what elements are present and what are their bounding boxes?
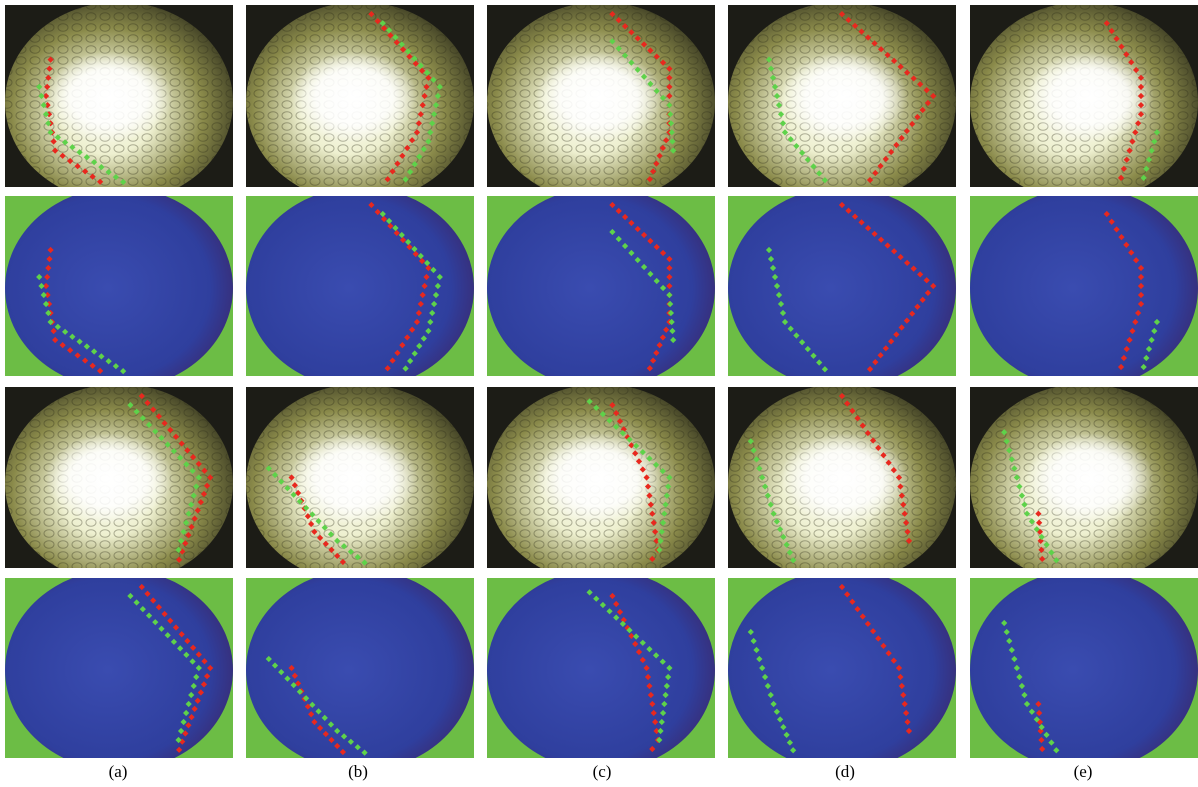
tile-content	[970, 569, 1198, 771]
image-tile	[246, 384, 474, 583]
tile-content	[246, 2, 474, 202]
tile-content	[487, 569, 715, 771]
image-tile	[246, 2, 474, 202]
tile-content	[728, 187, 956, 389]
image-tile	[728, 384, 956, 583]
photo-glare	[780, 433, 908, 524]
panel-label: (c)	[593, 762, 612, 781]
tile-content	[5, 384, 233, 583]
photo-glare	[290, 433, 418, 524]
tile-content	[5, 569, 233, 771]
blue-dish	[5, 187, 233, 389]
photo-glare	[1026, 433, 1154, 524]
tile-content	[970, 384, 1198, 583]
tile-content	[970, 2, 1198, 202]
image-tile	[487, 384, 715, 583]
tile-content	[246, 384, 474, 583]
tile-content	[970, 187, 1198, 389]
blue-dish	[246, 569, 474, 771]
tile-content	[5, 187, 233, 389]
tile-content	[728, 384, 956, 583]
image-tile	[970, 569, 1198, 771]
image-tile	[487, 2, 715, 202]
panel-label: (b)	[348, 762, 368, 781]
photo-glare	[535, 433, 663, 524]
image-tile	[970, 384, 1198, 583]
tile-content	[487, 384, 715, 583]
image-tile	[970, 2, 1198, 202]
image-tile	[487, 569, 715, 771]
photo-glare	[45, 52, 173, 143]
panel-label: (d)	[835, 762, 855, 781]
tile-content	[487, 2, 715, 202]
image-tile	[487, 187, 715, 389]
tile-content	[728, 2, 956, 202]
image-tile	[246, 569, 474, 771]
tile-content	[246, 569, 474, 771]
photo-glare	[1026, 52, 1154, 143]
image-tile	[5, 384, 233, 583]
tile-content	[5, 2, 233, 202]
photo-glare	[290, 52, 418, 143]
image-tile	[5, 187, 233, 389]
blue-dish	[246, 187, 474, 389]
photo-glare	[780, 52, 908, 143]
tile-content	[728, 569, 956, 771]
panel-labels: (a) (b) (c) (d) (e)	[109, 762, 1093, 781]
blue-dish	[487, 569, 715, 771]
figure: (a) (b) (c) (d) (e)	[0, 0, 1198, 787]
page: {"panel_labels": ["(a)", "(b)", "(c)", "…	[0, 0, 1198, 787]
tile-content	[487, 187, 715, 389]
blue-dish	[970, 569, 1198, 771]
tile-content	[246, 187, 474, 389]
image-tile	[246, 187, 474, 389]
image-tile	[728, 187, 956, 389]
panel-label: (e)	[1074, 762, 1093, 781]
photo-glare	[45, 433, 173, 524]
photo-glare	[535, 52, 663, 143]
image-tile	[5, 569, 233, 771]
blue-dish	[728, 187, 956, 389]
panel-label: (a)	[109, 762, 128, 781]
image-tile	[728, 2, 956, 202]
image-tile	[970, 187, 1198, 389]
image-tile	[5, 2, 233, 202]
blue-dish	[487, 187, 715, 389]
image-tile	[728, 569, 956, 771]
blue-dish	[970, 187, 1198, 389]
image-grid	[5, 2, 1198, 771]
